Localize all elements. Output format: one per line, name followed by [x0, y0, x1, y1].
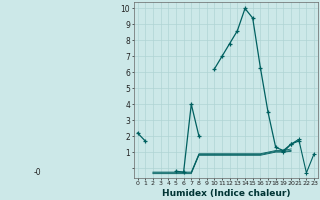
- X-axis label: Humidex (Indice chaleur): Humidex (Indice chaleur): [162, 189, 290, 198]
- Text: -0: -0: [34, 168, 42, 177]
